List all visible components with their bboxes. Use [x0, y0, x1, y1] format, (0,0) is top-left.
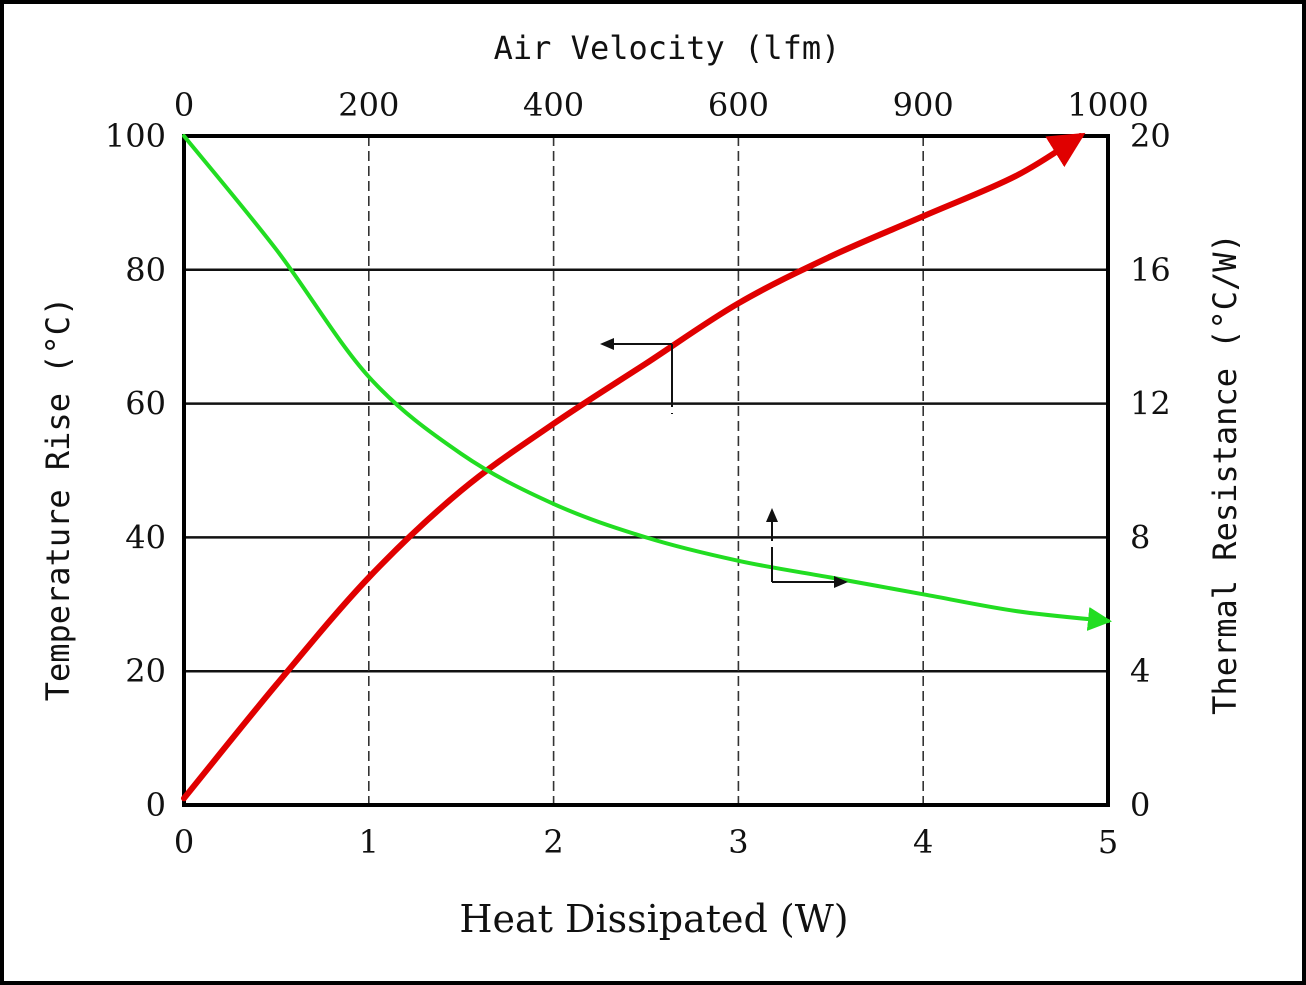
y2-tick-label: 4: [1130, 652, 1150, 690]
y2-axis-label: Thermal Resistance (°C/W): [1206, 233, 1244, 715]
y2-tick-label: 16: [1130, 251, 1171, 289]
x-tick-label: 1: [359, 823, 379, 861]
series-temperature-rise: [181, 132, 1086, 802]
y-tick-label: 60: [125, 385, 166, 423]
y-tick-label: 100: [105, 117, 166, 155]
x-top-tick-label: 200: [338, 86, 399, 124]
y-tick-label: 20: [125, 652, 166, 690]
plot-area: [182, 134, 1110, 807]
x-tick-label: 5: [1098, 823, 1118, 861]
y-tick-label: 80: [125, 251, 166, 289]
left-axis-indicator-arrow: [600, 338, 704, 414]
x-top-tick-label: 600: [708, 86, 769, 124]
series-thermal-resistance: [182, 134, 1112, 631]
x-top-tick-label: 0: [174, 86, 194, 124]
y-tick-label: 0: [146, 786, 166, 824]
x-tick-label: 2: [543, 823, 563, 861]
y-axis-label: Temperature Rise (°C): [39, 297, 77, 702]
y2-tick-label: 12: [1130, 385, 1171, 423]
x-tick-label: 4: [913, 823, 933, 861]
x-top-tick-label: 400: [523, 86, 584, 124]
y2-tick-label: 0: [1130, 786, 1150, 824]
x-tick-label: 3: [728, 823, 748, 861]
y2-tick-label: 20: [1130, 117, 1171, 155]
y2-tick-label: 8: [1130, 518, 1150, 556]
x-top-tick-label: 1000: [1067, 86, 1148, 124]
x-tick-label: 0: [174, 823, 194, 861]
right-axis-indicator-arrow: [754, 508, 848, 588]
y-tick-label: 40: [125, 518, 166, 556]
chart-title: Air Velocity (lfm): [494, 29, 841, 67]
x-axis-label: Heat Dissipated (W): [459, 897, 848, 941]
x-top-tick-label: 900: [893, 86, 954, 124]
